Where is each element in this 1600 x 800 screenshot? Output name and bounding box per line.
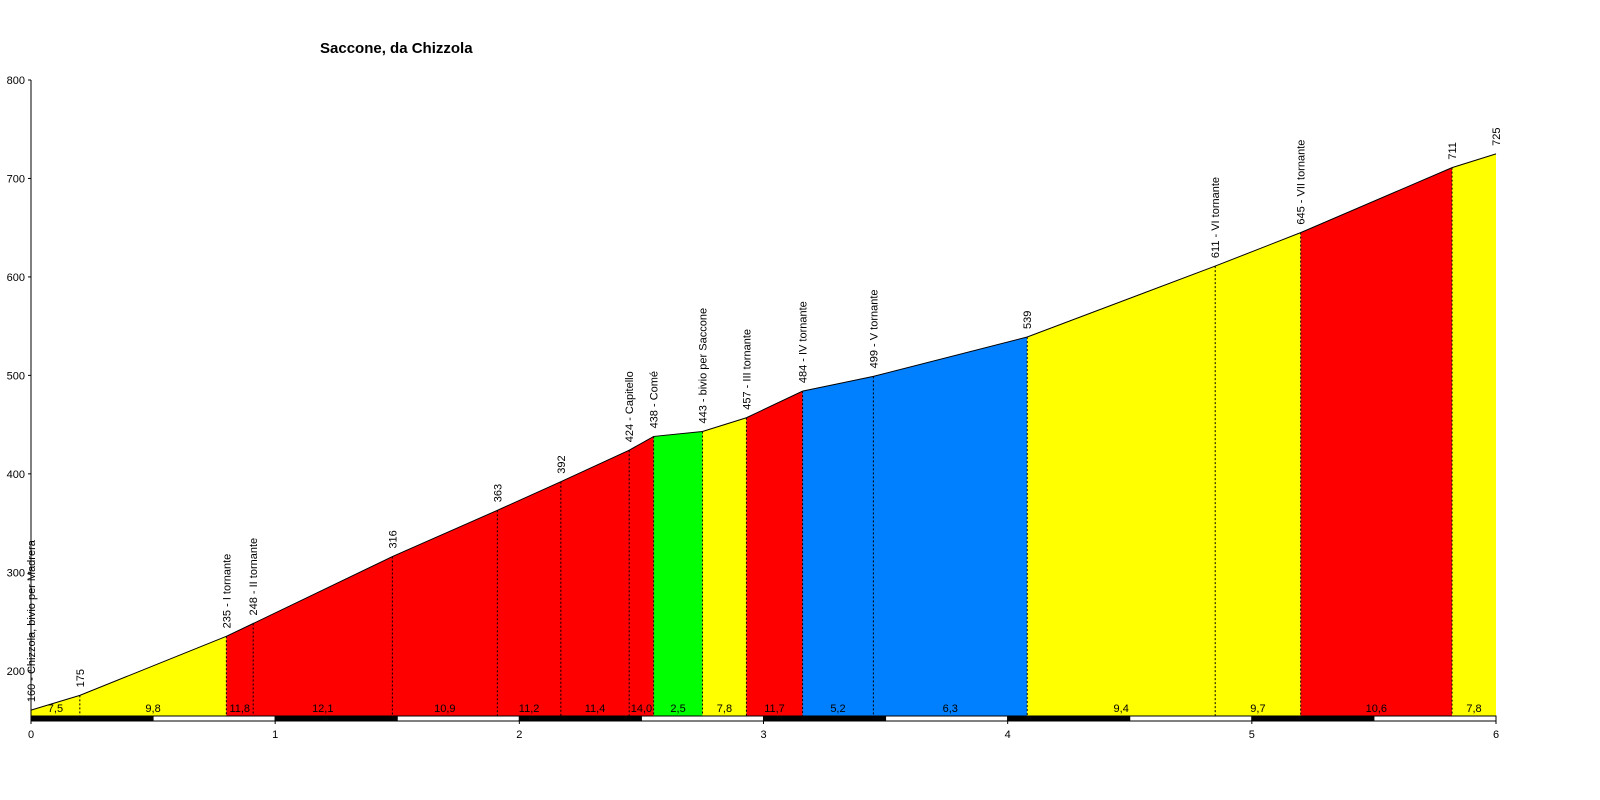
chart-title: Saccone, da Chizzola: [320, 40, 473, 57]
segment-gradient-label-8: 2,5: [670, 703, 685, 715]
segment-gradient-label-14: 9,7: [1250, 703, 1265, 715]
scale-block-3: [396, 715, 520, 722]
scale-block-2: [274, 715, 398, 722]
waypoint-label-12: 499 - V tornante: [868, 289, 880, 368]
waypoint-label-13: 539: [1022, 311, 1034, 329]
gradient-bands: [31, 153, 1496, 721]
waypoint-label-16: 711: [1447, 142, 1459, 160]
segment-gradient-label-6: 11,4: [585, 703, 606, 715]
gradient-band-6: [1027, 232, 1301, 720]
waypoint-label-17: 725: [1491, 127, 1503, 145]
waypoint-label-1: 175: [75, 669, 87, 687]
waypoint-label-15: 645 - VII tornante: [1296, 140, 1308, 225]
waypoint-label-11: 484 - IV tornante: [798, 301, 810, 383]
scale-block-9: [1129, 715, 1253, 722]
waypoint-label-7: 424 - Capitello: [624, 371, 636, 442]
distance-scale-bar: [30, 715, 1497, 722]
profile-outline: [30, 153, 1497, 711]
waypoint-label-5: 363: [492, 484, 504, 502]
segment-gradient-label-11: 5,2: [830, 703, 845, 715]
waypoint-label-9: 443 - bivio per Saccone: [697, 308, 709, 424]
x-tick-label-1: 1: [272, 729, 278, 741]
waypoint-label-8: 438 - Comé: [649, 371, 661, 428]
waypoint-label-4: 316: [387, 530, 399, 548]
gradient-band-8: [1452, 153, 1496, 720]
segment-gradient-label-2: 11,8: [229, 703, 250, 715]
segment-gradient-label-13: 9,4: [1114, 703, 1129, 715]
y-tick-label-2: 400: [7, 469, 25, 481]
x-tick-label-5: 5: [1249, 729, 1255, 741]
x-tick-label-0: 0: [28, 729, 34, 741]
scale-block-4: [518, 715, 642, 722]
segment-gradient-label-9: 7,8: [717, 703, 732, 715]
scale-block-6: [763, 715, 887, 722]
y-tick-label-3: 500: [7, 370, 25, 382]
axes: 200 300 400 500 600 700 800 0 1 2 3 4 5 6: [7, 75, 1499, 741]
segment-gradient-label-12: 6,3: [943, 703, 958, 715]
scale-block-1: [152, 715, 276, 722]
gradient-band-2: [653, 431, 703, 720]
segment-gradient-labels: 7,5 9,8 11,8 12,1 10,9 11,2 11,4 14,0 2,5 7,8 11,7…: [48, 703, 1482, 715]
segment-gradient-label-16: 7,8: [1466, 703, 1481, 715]
waypoint-label-0: 160 - Chizzola, bivio per Madrera: [26, 539, 38, 702]
y-tick-label-6: 800: [7, 75, 25, 87]
segment-gradient-label-5: 11,2: [519, 703, 540, 715]
waypoint-label-14: 611 - VI tornante: [1210, 177, 1222, 258]
waypoint-label-10: 457 - III tornante: [741, 329, 753, 410]
y-tick-label-0: 200: [7, 666, 25, 678]
gradient-band-3: [702, 417, 747, 720]
scale-block-10: [1251, 715, 1375, 722]
x-tick-label-3: 3: [760, 729, 766, 741]
y-tick-label-1: 300: [7, 567, 25, 579]
scale-block-5: [640, 715, 765, 722]
segment-gradient-label-3: 12,1: [312, 703, 333, 715]
segment-gradient-label-15: 10,6: [1366, 703, 1387, 715]
gradient-band-5: [802, 336, 1028, 720]
scale-block-11: [1373, 715, 1497, 722]
segment-gradient-label-10: 11,7: [764, 703, 785, 715]
segment-gradient-label-0: 7,5: [48, 703, 63, 715]
x-tick-label-6: 6: [1493, 729, 1499, 741]
waypoint-label-6: 392: [556, 455, 568, 473]
y-tick-label-5: 700: [7, 173, 25, 185]
x-tick-label-2: 2: [516, 729, 522, 741]
segment-gradient-label-7: 14,0: [631, 703, 652, 715]
segment-gradient-label-4: 10,9: [434, 703, 455, 715]
waypoint-label-3: 248 - II tornante: [248, 538, 260, 616]
gradient-band-4: [746, 391, 803, 720]
y-tick-label-4: 600: [7, 272, 25, 284]
scale-block-7: [885, 715, 1009, 722]
x-tick-label-4: 4: [1005, 729, 1011, 741]
waypoint-labels: 160 - Chizzola, bivio per Madrera 175 235 …: [26, 127, 1503, 702]
scale-block-8: [1007, 715, 1131, 722]
gradient-band-1: [226, 436, 654, 720]
gradient-band-7: [1300, 167, 1453, 721]
profile-line: [30, 153, 1497, 711]
waypoint-label-2: 235 - I tornante: [221, 554, 233, 629]
segment-gradient-label-1: 9,8: [145, 703, 160, 715]
gradient-band-0: [31, 636, 227, 720]
scale-block-0: [30, 715, 154, 722]
waypoint-dashed-lines: [79, 167, 1453, 718]
